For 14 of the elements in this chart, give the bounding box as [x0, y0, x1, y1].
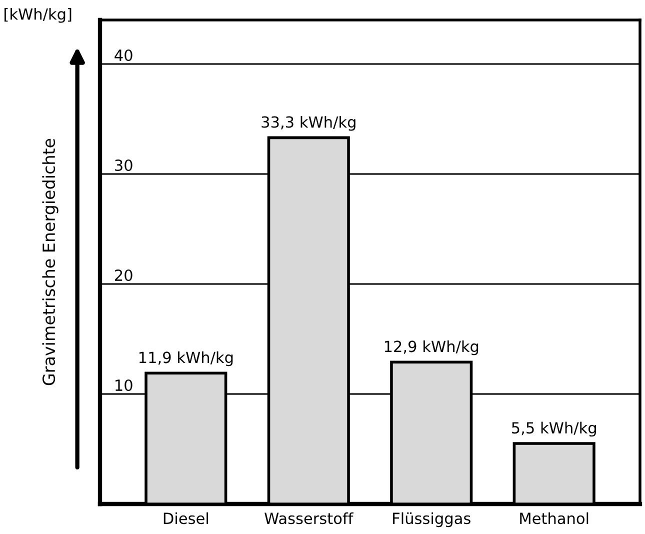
x-tick-label: Diesel — [164, 512, 208, 524]
data-label: 11,9 kWh/kg — [139, 351, 233, 366]
y-axis-title: Gravimetrische Energiedichte — [42, 138, 58, 386]
x-tick-label: Flüssiggas — [393, 512, 470, 528]
y-tick-label: 30 — [115, 159, 132, 172]
y-tick-label: 20 — [115, 269, 132, 282]
data-label: 12,9 kWh/kg — [384, 340, 478, 356]
text: [kWh/kg] — [4, 8, 72, 23]
data-label: 5,5 kWh/kg — [512, 422, 596, 437]
data-label: 33,3 kWh/kg — [262, 116, 356, 131]
x-tick-label: Wasserstoff — [264, 512, 354, 524]
x-tick-label: Methanol — [520, 512, 588, 524]
y-tick-label: 40 — [114, 49, 132, 62]
y-tick-label: 10 — [116, 379, 132, 392]
